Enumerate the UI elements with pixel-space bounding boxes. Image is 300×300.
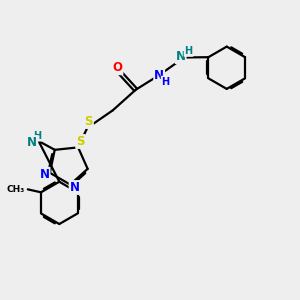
Text: H: H <box>184 46 193 56</box>
Text: N: N <box>176 50 186 63</box>
Text: S: S <box>84 115 93 128</box>
Text: O: O <box>112 61 122 74</box>
Text: N: N <box>27 136 37 149</box>
Text: H: H <box>33 131 41 141</box>
Text: N: N <box>154 69 164 82</box>
Text: H: H <box>162 76 170 87</box>
Text: N: N <box>40 168 50 181</box>
Text: N: N <box>70 181 80 194</box>
Text: S: S <box>76 135 85 148</box>
Text: CH₃: CH₃ <box>7 184 25 194</box>
